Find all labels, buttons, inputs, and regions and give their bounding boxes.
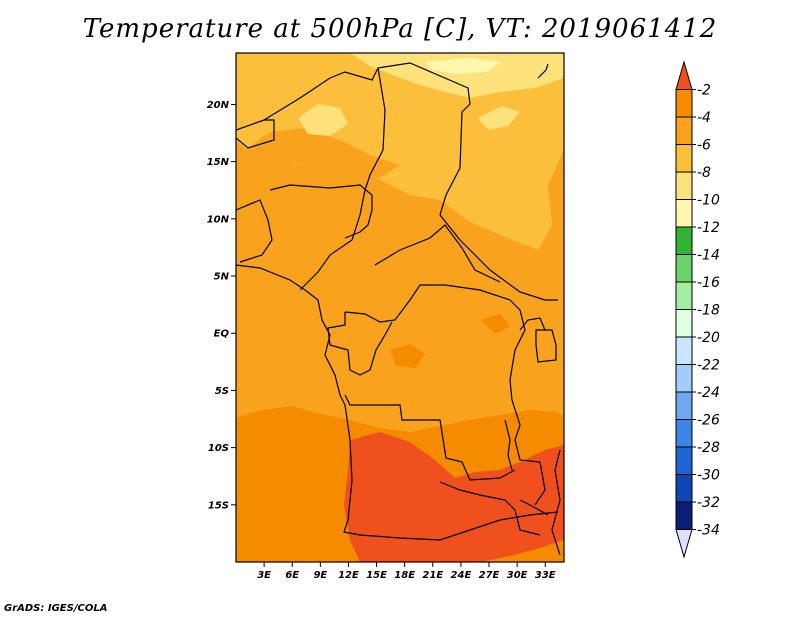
colorbar-label: -14 xyxy=(697,248,720,264)
lon-tick-label: 9E xyxy=(313,570,327,581)
colorbar: -2 -4 -6 -8 -10 -12 -14 -16 -18 -20 -22 -24 -26 -28 -3… xyxy=(675,60,720,559)
colorbar-label: -34 xyxy=(697,523,720,539)
lat-tick-label: 15S xyxy=(208,500,229,511)
colorbar-swatch xyxy=(675,501,693,530)
colorbar-swatch xyxy=(675,116,693,145)
colorbar-label: -26 xyxy=(697,413,720,429)
lon-tick-label: 3E xyxy=(257,570,271,581)
border-line xyxy=(535,329,557,363)
grads-credit: GrADS: IGES/COLA xyxy=(4,603,108,614)
colorbar-swatch xyxy=(675,336,693,365)
lake-outline xyxy=(504,419,513,471)
band-minus8-north xyxy=(236,53,564,250)
country-borders xyxy=(236,62,561,556)
lat-tick-label: EQ xyxy=(214,329,230,340)
border-line xyxy=(236,119,275,149)
lat-tick-label: 10N xyxy=(207,214,230,225)
band-minus10-patch-east xyxy=(478,106,520,130)
border-line xyxy=(343,439,559,541)
colorbar-swatch xyxy=(675,199,693,228)
map-frame xyxy=(235,52,565,563)
lat-tick-label: 5S xyxy=(215,386,229,397)
colorbar-swatch xyxy=(675,446,693,475)
border-line xyxy=(374,224,501,283)
lon-tick-label: 30E xyxy=(507,570,528,581)
border-line xyxy=(327,312,393,376)
colorbar-label: -18 xyxy=(697,303,720,319)
lon-tick-label: 6E xyxy=(285,570,299,581)
colorbar-label: -8 xyxy=(697,165,711,181)
colorbar-swatch xyxy=(675,89,693,118)
border-line xyxy=(344,394,516,481)
lat-tick-label: 10S xyxy=(208,443,229,454)
colorbar-swatch-top xyxy=(675,60,693,90)
band-minus4-patch-east xyxy=(480,314,510,334)
lon-tick-label: 18E xyxy=(394,570,415,581)
colorbar-swatch xyxy=(675,474,693,503)
lon-tick-label: 27E xyxy=(479,570,500,581)
colorbar-swatch xyxy=(675,254,693,283)
lat-tick-label: 20N xyxy=(207,100,230,111)
lon-tick-label: 21E xyxy=(422,570,443,581)
colorbar-label: -16 xyxy=(697,275,720,291)
lon-tick-label: 33E xyxy=(535,570,556,581)
border-line xyxy=(344,284,521,323)
band-minus4-patch-center xyxy=(390,344,425,368)
colorbar-swatch xyxy=(675,391,693,420)
border-line xyxy=(236,199,273,263)
lat-axis: 20N 15N 10N 5N EQ 5S 10S 15S xyxy=(207,100,236,511)
border-line xyxy=(269,184,373,239)
lon-tick-label: 24E xyxy=(451,570,472,581)
border-line xyxy=(439,481,541,536)
lon-axis: 3E 6E 9E 12E 15E 18E 21E 24E 27E 30E 33E xyxy=(257,562,556,581)
band-minus10-patch-west xyxy=(298,104,348,136)
lon-tick-label: 12E xyxy=(338,570,359,581)
colorbar-label: -32 xyxy=(697,495,720,511)
colorbar-swatch xyxy=(675,364,693,393)
border-line xyxy=(509,309,546,506)
band-minus6-patch xyxy=(245,128,400,178)
colorbar-swatch-bottom xyxy=(675,529,693,559)
colorbar-swatch xyxy=(675,171,693,200)
border-line xyxy=(299,67,386,291)
colorbar-label: -24 xyxy=(697,385,720,401)
band-minus2-south xyxy=(344,432,564,562)
coastline-west xyxy=(236,264,351,441)
border-line xyxy=(263,62,471,216)
lake-outline xyxy=(519,499,549,516)
colorbar-label: -4 xyxy=(697,110,711,126)
colorbar-label: -30 xyxy=(697,468,720,484)
lat-tick-label: 5N xyxy=(214,272,230,283)
lon-tick-label: 15E xyxy=(366,570,387,581)
colorbar-label: -2 xyxy=(697,83,711,99)
colorbar-swatch xyxy=(675,281,693,310)
lake-outline xyxy=(519,317,546,331)
map-title: Temperature at 500hPa [C], VT: 201906141… xyxy=(82,14,718,44)
temperature-field xyxy=(236,53,564,562)
colorbar-swatch xyxy=(675,419,693,448)
band-minus12-patch xyxy=(425,58,500,74)
colorbar-label: -10 xyxy=(697,193,720,209)
colorbar-label: -22 xyxy=(697,358,720,374)
colorbar-label: -12 xyxy=(697,220,720,236)
colorbar-swatch xyxy=(675,144,693,173)
lat-tick-label: 15N xyxy=(207,157,230,168)
border-line xyxy=(439,214,558,301)
colorbar-label: -28 xyxy=(697,440,720,456)
colorbar-swatch xyxy=(675,309,693,338)
colorbar-label: -6 xyxy=(697,138,711,154)
border-line xyxy=(551,449,561,556)
coastline-detail xyxy=(537,63,549,79)
colorbar-label: -20 xyxy=(697,330,720,346)
colorbar-swatch xyxy=(675,226,693,255)
